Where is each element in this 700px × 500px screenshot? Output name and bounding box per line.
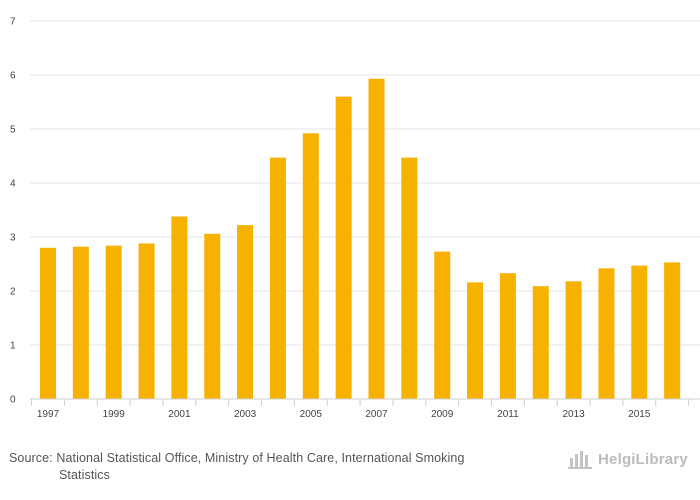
x-tick-label: 2013 — [562, 409, 585, 420]
y-tick-label: 1 — [10, 341, 16, 352]
y-tick-label: 3 — [10, 233, 16, 244]
bar-2010 — [467, 282, 484, 399]
x-tick-label: 2011 — [497, 409, 519, 420]
bar-2015 — [631, 265, 648, 399]
y-tick-label: 6 — [10, 71, 16, 82]
source-line-2: Statistics — [59, 468, 111, 482]
bar-2008 — [401, 157, 418, 399]
y-tick-label: 7 — [10, 17, 16, 28]
bar-2002 — [204, 233, 221, 399]
x-axis: 1997 1999 2001 2003 2005 2007 2009 2011 2013 2015 — [30, 398, 700, 420]
logo-text: HelgiLibrary — [598, 450, 688, 468]
x-tick-label: 2005 — [300, 409, 323, 420]
bar-2003 — [237, 225, 254, 399]
y-tick-label: 4 — [10, 179, 16, 190]
bar-chart: 0 1 2 3 4 5 6 7 1997 1999 2001 2003 2005 2007 2009 201… — [10, 17, 700, 420]
bar-2009 — [434, 251, 451, 399]
bar-2011 — [499, 273, 516, 399]
source-line-1: Source: National Statistical Office, Min… — [9, 451, 465, 465]
bar-1998 — [72, 246, 89, 399]
bar-2016 — [664, 262, 681, 399]
bar-2014 — [598, 268, 615, 399]
grid-lines: 0 1 2 3 4 5 6 7 — [10, 17, 700, 406]
bar-1999 — [105, 245, 122, 399]
y-tick-label: 5 — [10, 125, 16, 136]
x-tick-label: 2001 — [168, 409, 191, 420]
source-note: Source: National Statistical Office, Min… — [9, 450, 549, 484]
bar-2005 — [302, 133, 319, 399]
bar-2013 — [565, 281, 582, 399]
bar-2000 — [138, 243, 155, 399]
x-tick-label: 2015 — [628, 409, 651, 420]
x-tick-label: 1999 — [103, 409, 126, 420]
bars — [40, 78, 681, 399]
x-tick-label: 2007 — [365, 409, 388, 420]
bar-2001 — [171, 216, 188, 399]
helgilibrary-logo: HelgiLibrary — [568, 449, 688, 469]
bar-1997 — [40, 247, 56, 399]
x-tick-label: 2003 — [234, 409, 257, 420]
building-icon — [568, 451, 592, 469]
y-tick-label: 0 — [10, 395, 16, 406]
bar-2007 — [368, 78, 385, 399]
x-tick-label: 1997 — [37, 409, 60, 420]
x-tick-label: 2009 — [431, 409, 454, 420]
bar-2004 — [269, 157, 286, 399]
bar-2012 — [532, 286, 549, 399]
bar-2006 — [335, 96, 352, 399]
y-tick-label: 2 — [10, 287, 16, 298]
